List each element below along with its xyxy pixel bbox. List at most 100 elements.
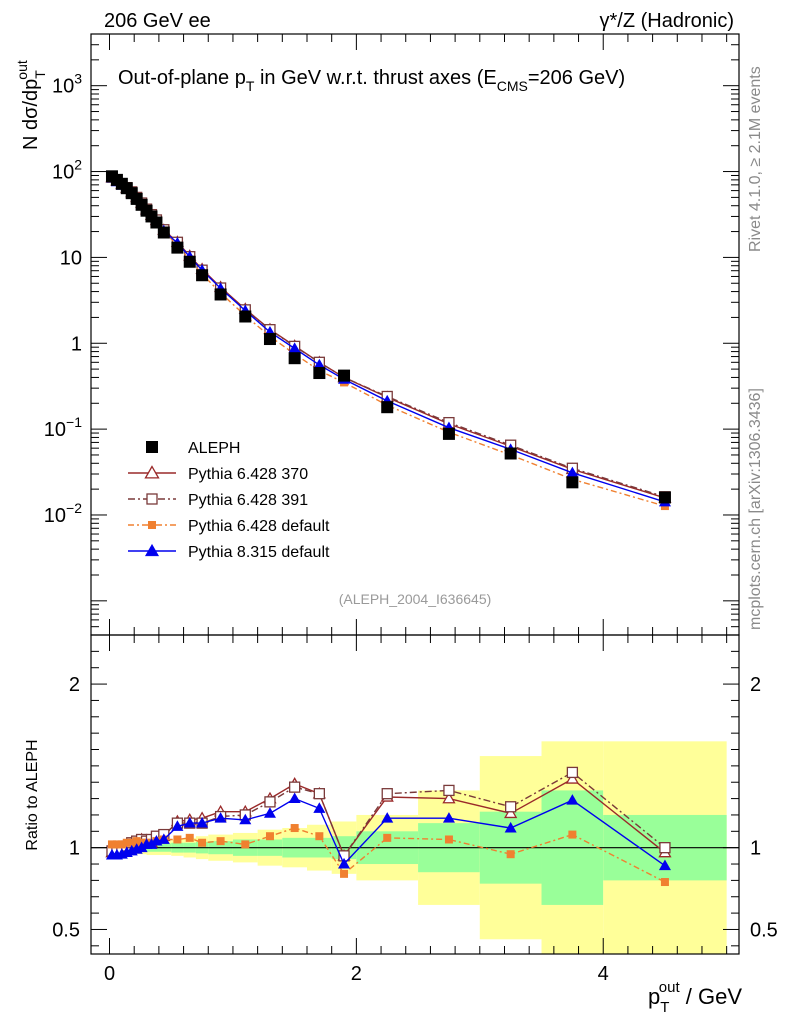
- ratio-point-pythia-6-428-default-17: [290, 824, 299, 833]
- ratio-point-pythia-6-428-default-14: [216, 837, 225, 846]
- main-axis-ticks: [91, 33, 739, 636]
- ratio-point-pythia-6-428-391-20: [381, 788, 393, 800]
- xlabel-end: / GeV: [680, 984, 743, 1009]
- main-plot-content: [105, 170, 672, 511]
- ratio-point-pythia-6-428-default-4: [127, 838, 136, 847]
- x-axis-label: pTout / GeV: [648, 979, 742, 1016]
- analysis-watermark: (ALEPH_2004_I636645): [339, 591, 492, 607]
- ratio-point-pythia-6-428-default-0: [107, 840, 116, 849]
- y-tick-base: 1: [71, 333, 82, 355]
- ratio-point-pythia-6-428-default-19: [340, 869, 349, 878]
- series-pythia-6-428-default: [107, 171, 669, 511]
- ratio-point-pythia-6-428-default-23: [568, 830, 577, 839]
- side-label-top: Rivet 4.1.0, ≥ 2.1M events: [747, 66, 764, 252]
- ratio-tick-labels: 0.5 0.5 1 1 2 2 0 2 4: [52, 674, 778, 985]
- legend-marker: [148, 521, 156, 529]
- ratio-point-pythia-6-428-391-22: [505, 801, 517, 813]
- x-tick-label: 4: [598, 963, 609, 985]
- y-tick-label: 102: [52, 157, 82, 184]
- ratio-point-pythia-8-315-default-19: [338, 857, 351, 869]
- point-aleph-19: [338, 369, 351, 382]
- ratio-y-tick-label-left: 2: [69, 674, 80, 696]
- ratio-point-pythia-6-428-370-21: [442, 791, 456, 804]
- ratio-point-pythia-8-315-default-13: [196, 817, 209, 828]
- legend-marker: [146, 493, 158, 505]
- ratio-point-pythia-6-428-391-16: [264, 796, 276, 808]
- point-aleph-23: [566, 476, 579, 489]
- y-tick-exponent: 2: [74, 157, 82, 173]
- ylabel-main: N dσ/dp: [20, 79, 42, 150]
- point-aleph-21: [442, 427, 455, 440]
- ratio-y-tick-label-right: 1: [750, 838, 761, 860]
- main-y-axis-label: N dσ/dpTout: [14, 60, 48, 150]
- ratio-point-pythia-6-428-default-21: [444, 835, 453, 844]
- legend-marker: [144, 543, 160, 557]
- ratio-point-pythia-6-428-default-3: [122, 838, 131, 847]
- legend-entry: ALEPH: [146, 440, 240, 457]
- ratio-point-pythia-6-428-default-13: [198, 838, 207, 847]
- xlabel-sub: T: [660, 999, 669, 1016]
- ratio-point-pythia-6-428-default-15: [241, 840, 250, 849]
- ratio-point-pythia-8-315-default-11: [171, 820, 184, 831]
- ratio-y-axis-label: Ratio to ALEPH: [24, 739, 41, 850]
- ratio-y-tick-label-left: 0.5: [52, 919, 80, 941]
- ratio-point-pythia-8-315-default-18: [313, 802, 326, 813]
- ratio-frame: [90, 634, 740, 955]
- y-tick-base: 10: [44, 419, 66, 441]
- ratio-point-pythia-6-428-default-24: [660, 878, 669, 887]
- legend-entry: Pythia 6.428 391: [128, 492, 308, 509]
- ratio-point-pythia-8-315-default-10: [157, 833, 170, 844]
- point-aleph-13: [196, 269, 209, 282]
- y-tick-base: 10: [44, 505, 66, 527]
- ratio-point-pythia-6-428-default-1: [112, 840, 121, 849]
- title-part-middle: in GeV w.r.t. thrust axes (E: [254, 67, 496, 89]
- ratio-point-pythia-6-428-391-23: [566, 766, 579, 779]
- ratio-point-pythia-6-428-default-20: [383, 833, 392, 842]
- ratio-point-pythia-8-315-default-22: [504, 821, 517, 833]
- x-tick-label: 0: [104, 963, 115, 985]
- xlabel-sup: out: [659, 979, 681, 996]
- point-aleph-15: [239, 310, 252, 323]
- ratio-point-pythia-8-315-default-24: [658, 859, 671, 871]
- ratio-panel: 0.5 0.5 1 1 2 2 0 2 4 Ratio to ALEPH pTout / GeV: [24, 634, 778, 1016]
- legend-entry: Pythia 6.428 default: [128, 518, 330, 535]
- point-aleph-24: [658, 491, 671, 504]
- ratio-point-pythia-8-315-default-23: [566, 794, 579, 805]
- title-sub-t: T: [246, 78, 255, 94]
- ratio-point-pythia-8-315-default-15: [239, 813, 252, 825]
- ratio-point-pythia-6-428-default-22: [506, 850, 515, 859]
- point-aleph-18: [313, 367, 326, 380]
- xlabel-main: p: [648, 984, 660, 1009]
- ratio-y-tick-label-right: 0.5: [750, 919, 778, 941]
- main-title: Out-of-plane pT in GeV w.r.t. thrust axe…: [118, 67, 625, 94]
- ratio-point-pythia-6-428-391-17: [289, 781, 301, 793]
- y-tick-exponent: 3: [74, 71, 82, 87]
- ratio-point-pythia-6-428-391-24: [659, 842, 671, 854]
- side-label-bottom: mcplots.cern.ch [arXiv:1306.3436]: [747, 388, 764, 630]
- header-left-label: 206 GeV ee: [104, 10, 211, 32]
- point-aleph-17: [288, 352, 301, 365]
- y-tick-label: 10−1: [44, 414, 82, 441]
- title-part-end: =206 GeV): [528, 67, 625, 89]
- y-tick-base: 10: [52, 162, 74, 184]
- point-aleph-10: [157, 226, 170, 239]
- x-tick-label: 2: [351, 963, 362, 985]
- ratio-axis-ticks: [91, 634, 739, 954]
- ratio-series-pythia-8-315-default: [105, 792, 671, 871]
- point-aleph-22: [504, 447, 517, 460]
- point-aleph-11: [171, 241, 184, 254]
- y-tick-label: 10−2: [44, 500, 82, 527]
- legend-marker: [146, 441, 158, 453]
- ratio-point-pythia-8-315-default-17: [288, 792, 301, 804]
- legend-label: ALEPH: [188, 440, 240, 457]
- legend-label: Pythia 6.428 default: [188, 518, 330, 535]
- y-tick-label: 1: [71, 333, 82, 355]
- ratio-point-pythia-8-315-default-16: [263, 807, 276, 818]
- title-sub-cms: CMS: [497, 78, 528, 94]
- ratio-point-pythia-8-315-default-14: [214, 812, 227, 823]
- ratio-y-tick-label-right: 2: [750, 674, 761, 696]
- ratio-plot-content: [105, 766, 672, 887]
